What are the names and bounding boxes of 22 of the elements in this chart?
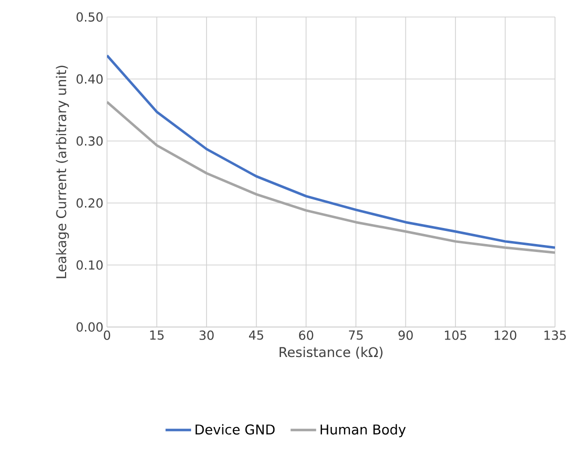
line-series	[107, 100, 556, 254]
x-tick-label: 105	[444, 330, 466, 340]
line-series	[107, 54, 556, 249]
x-tick-label: 135	[544, 330, 566, 340]
x-axis-title: Resistance (kΩ)	[280, 346, 382, 359]
legend-label: Human Body	[320, 424, 406, 438]
y-axis-title: Leakage Current (arbitrary unit)	[56, 66, 69, 278]
y-tick-label: 0.50	[76, 12, 103, 22]
x-tick-label: 30	[200, 330, 214, 340]
y-tick-label: 0.20	[76, 198, 103, 208]
x-tick-label: 90	[398, 330, 413, 340]
x-tick-label: 60	[299, 330, 314, 340]
x-tick-label: 45	[249, 330, 264, 340]
y-tick-label: 0.00	[76, 322, 103, 332]
y-tick-label: 0.10	[76, 260, 103, 270]
y-tick-label: 0.40	[76, 74, 103, 84]
x-tick-label: 75	[348, 330, 363, 340]
x-tick-label: 15	[150, 330, 164, 340]
x-tick-label: 0	[104, 330, 110, 340]
legend-label: Device GND	[196, 424, 275, 435]
x-tick-label: 120	[494, 330, 516, 340]
y-tick-label: 0.30	[76, 136, 103, 146]
